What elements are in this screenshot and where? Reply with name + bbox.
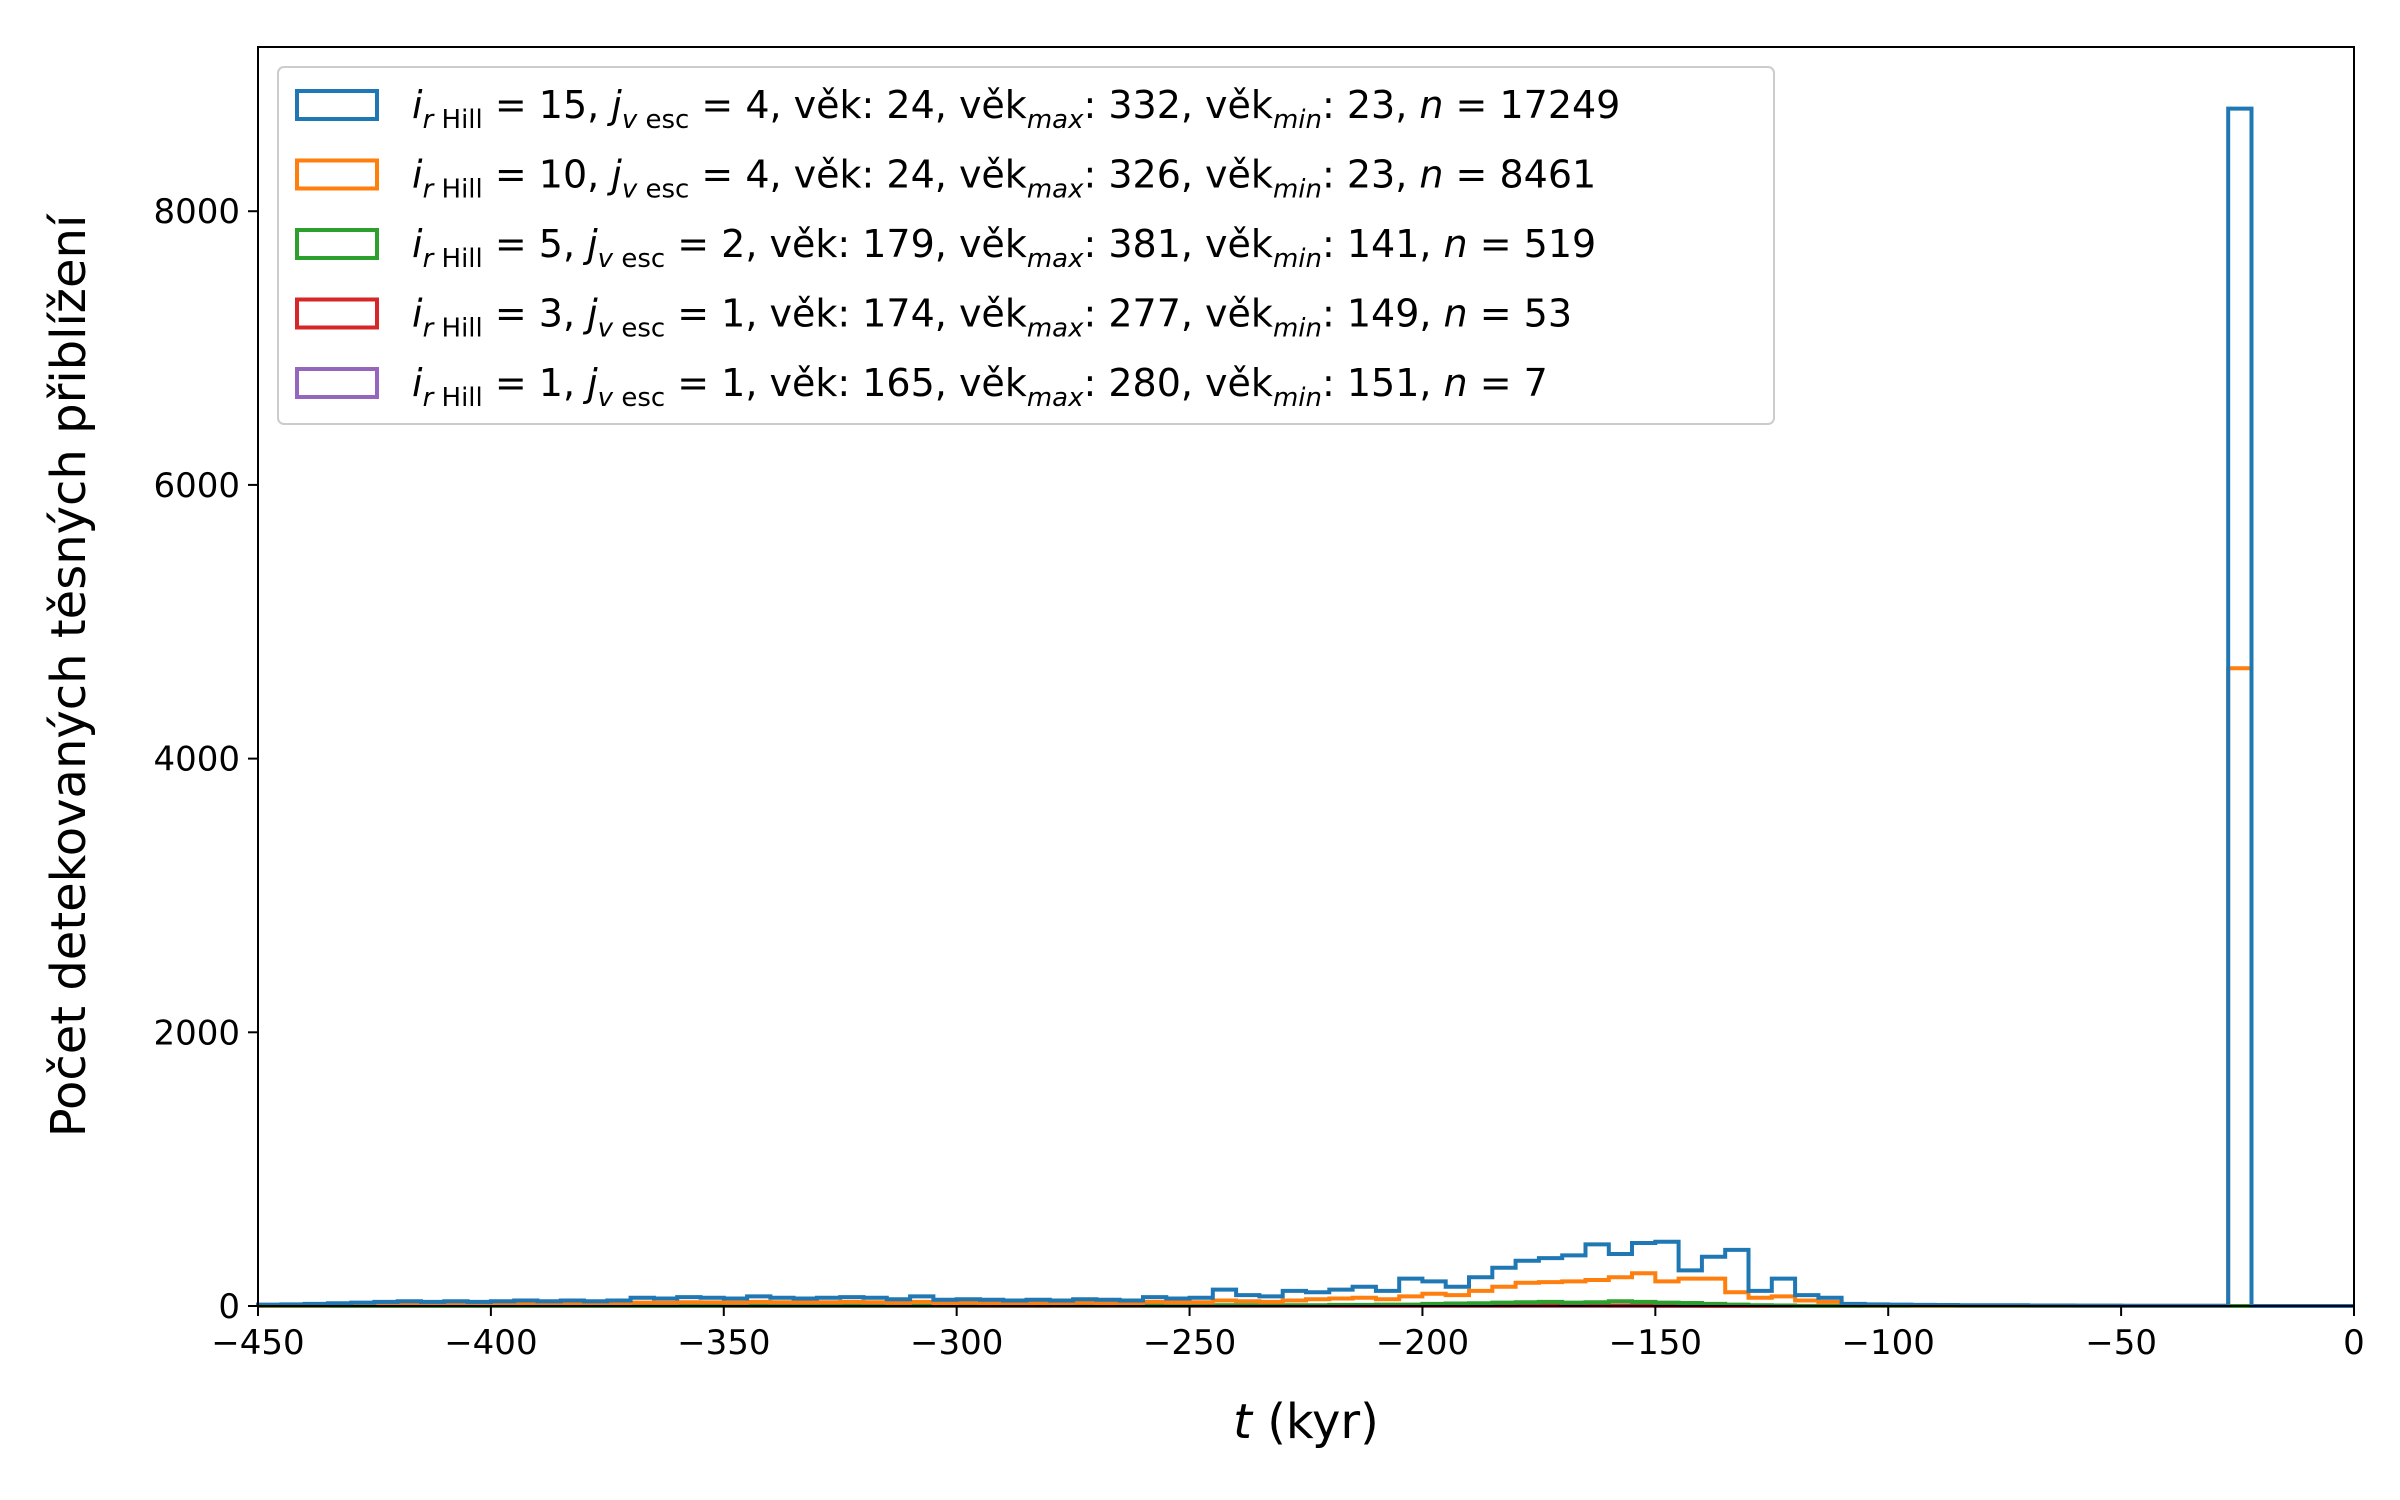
legend-entry-4: ir Hill = 1, jv esc = 1, věk: 165, věkma…: [412, 361, 1548, 413]
x-tick-label: −100: [1842, 1323, 1935, 1363]
x-tick-label: −50: [2085, 1323, 2157, 1363]
x-axis-label: t (kyr): [1233, 1394, 1379, 1450]
x-tick-label: −200: [1376, 1323, 1469, 1363]
y-tick-label: 0: [218, 1287, 240, 1327]
legend-swatch-4: [295, 367, 379, 399]
legend-entry-1: ir Hill = 10, jv esc = 4, věk: 24, věkma…: [412, 153, 1596, 205]
legend-entry-3: ir Hill = 3, jv esc = 1, věk: 174, věkma…: [412, 292, 1572, 344]
y-axis: 0 2000 4000 6000 8000: [153, 192, 258, 1327]
x-tick-label: −300: [910, 1323, 1003, 1363]
legend-entry-0: ir Hill = 15, jv esc = 4, věk: 24, věkma…: [412, 83, 1620, 135]
legend-swatch-3: [295, 297, 379, 330]
x-tick-label: −150: [1609, 1323, 1702, 1363]
legend: ir Hill = 15, jv esc = 4, věk: 24, věkma…: [277, 66, 1775, 425]
legend-entry-2: ir Hill = 5, jv esc = 2, věk: 179, věkma…: [412, 222, 1596, 274]
y-axis-label: Počet detekovaných těsných přiblížení: [41, 213, 97, 1137]
y-tick-label: 8000: [153, 192, 240, 232]
legend-swatch-1: [295, 158, 379, 191]
x-tick-label: −450: [211, 1323, 304, 1363]
y-tick-label: 6000: [153, 466, 240, 506]
plot-frame: [257, 46, 2355, 1307]
legend-swatch-2: [295, 228, 379, 260]
x-tick-label: −250: [1143, 1323, 1236, 1363]
legend-swatch-0: [295, 89, 379, 121]
x-axis: −450 −400 −350 −300 −250 −200 −150 −100 −50 0: [211, 1306, 2365, 1363]
legend-frame: [277, 66, 1775, 425]
x-tick-label: −400: [444, 1323, 537, 1363]
y-tick-label: 2000: [153, 1013, 240, 1053]
x-tick-label: −350: [677, 1323, 770, 1363]
histogram-series-1: [256, 666, 2354, 1308]
x-tick-label: 0: [2343, 1323, 2365, 1363]
y-tick-label: 4000: [153, 740, 240, 780]
histogram-series-0: [256, 106, 2354, 1308]
